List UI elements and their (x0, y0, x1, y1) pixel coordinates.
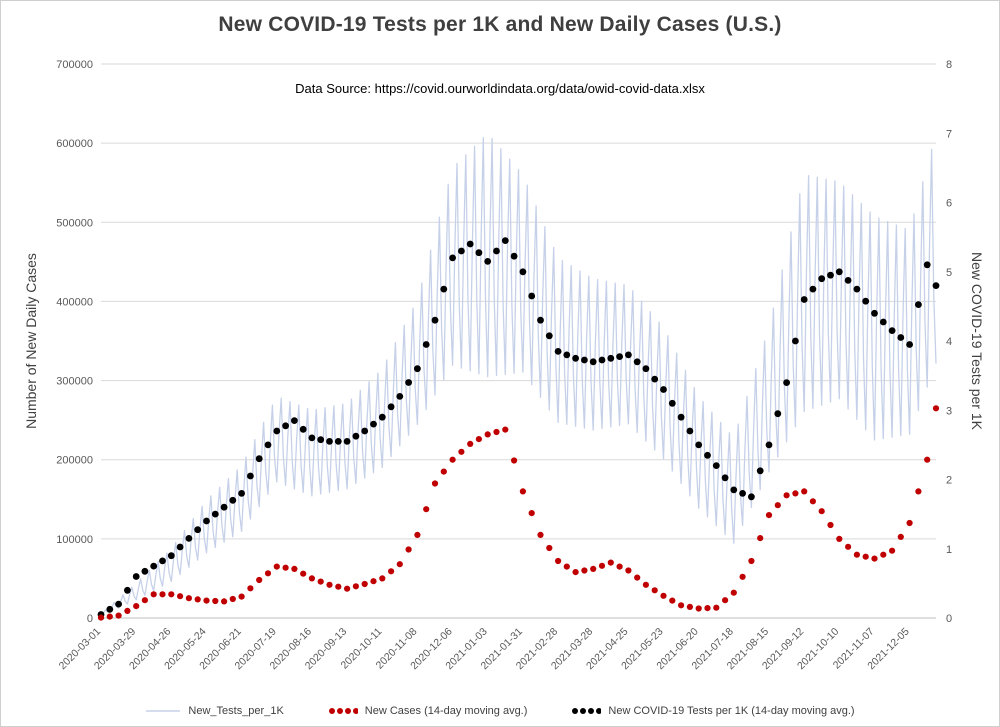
legend-black-dots-swatch (572, 708, 602, 714)
legend-label-new-cases: New Cases (14-day moving avg.) (364, 705, 528, 717)
svg-text:100000: 100000 (56, 534, 93, 546)
series-new-cases-dots (97, 405, 940, 621)
chart-legend: New_Tests_per_1K New Cases (14-day movin… (1, 705, 999, 717)
legend-item-new-tests-per-1k: New_Tests_per_1K (145, 705, 284, 717)
svg-text:0: 0 (87, 613, 93, 625)
svg-text:300000: 300000 (56, 376, 93, 388)
series-new-tests-daily-line (100, 136, 937, 617)
legend-item-tests-moving-avg: New COVID-19 Tests per 1K (14-day moving… (571, 705, 855, 717)
svg-text:1: 1 (946, 544, 952, 556)
svg-text:8: 8 (946, 59, 952, 71)
right-axis-title: New COVID-19 Tests per 1K (969, 252, 985, 430)
svg-text:5: 5 (946, 267, 952, 279)
svg-text:6: 6 (946, 198, 952, 210)
x-axis-ticks: 2020-03-012020-03-292020-04-262020-05-24… (57, 626, 912, 673)
legend-label-new-tests-per-1k: New_Tests_per_1K (188, 705, 284, 717)
svg-text:0: 0 (946, 613, 952, 625)
svg-text:4: 4 (946, 336, 952, 348)
legend-item-new-cases: New Cases (14-day moving avg.) (328, 705, 528, 717)
data-source-note: Data Source: https://covid.ourworldindat… (295, 81, 705, 96)
series-tests-ma-dots (97, 237, 940, 618)
svg-text:7: 7 (946, 128, 952, 140)
chart-title: New COVID-19 Tests per 1K and New Daily … (218, 13, 782, 36)
svg-text:3: 3 (946, 405, 952, 417)
svg-text:500000: 500000 (56, 217, 93, 229)
left-axis-ticks: 0 100000 200000 300000 400000 500000 600000 700… (56, 59, 93, 625)
svg-text:400000: 400000 (56, 296, 93, 308)
gridlines (101, 63, 936, 619)
right-axis-ticks: 0 1 2 3 4 5 6 7 8 (946, 59, 952, 625)
legend-label-tests-moving-avg: New COVID-19 Tests per 1K (14-day moving… (608, 705, 855, 717)
svg-text:600000: 600000 (56, 138, 93, 150)
svg-text:2: 2 (946, 475, 952, 487)
svg-text:700000: 700000 (56, 59, 93, 71)
legend-line-swatch (146, 710, 181, 712)
svg-text:200000: 200000 (56, 455, 93, 467)
legend-red-dots-swatch (328, 708, 358, 714)
